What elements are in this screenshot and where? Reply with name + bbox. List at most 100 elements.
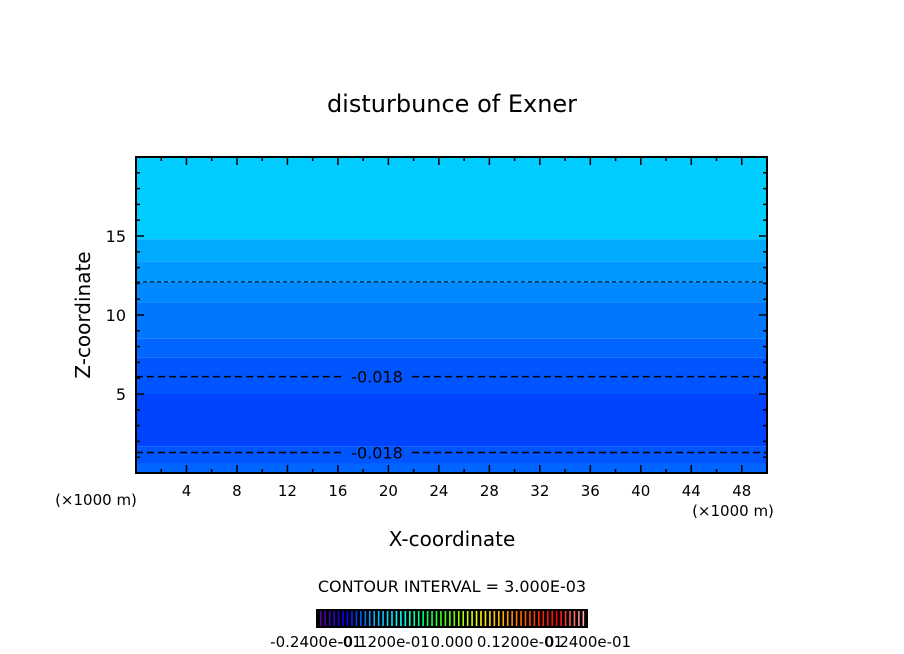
filled-band bbox=[136, 261, 767, 282]
colorbar-stripe bbox=[542, 611, 545, 626]
colorbar-stripe bbox=[466, 611, 469, 626]
colorbar-stripe bbox=[377, 611, 380, 626]
filled-band bbox=[136, 157, 767, 240]
x-tick-label: 32 bbox=[530, 482, 549, 500]
filled-band bbox=[136, 357, 767, 394]
y-axis-label: Z-coordinate bbox=[71, 251, 95, 378]
colorbar-stripe bbox=[413, 611, 416, 626]
colorbar-stripe bbox=[364, 611, 367, 626]
colorbar-label: 0.000 bbox=[431, 633, 474, 651]
colorbar-stripe bbox=[538, 611, 540, 626]
colorbar-stripe bbox=[360, 611, 362, 626]
colorbar-stripe bbox=[573, 611, 576, 626]
colorbar-stripe bbox=[320, 611, 322, 626]
colorbar-stripe bbox=[515, 611, 518, 626]
colorbar-stripe bbox=[324, 611, 327, 626]
x-axis-label: X-coordinate bbox=[389, 527, 516, 551]
x-tick-label: 36 bbox=[581, 482, 600, 500]
x-tick-label: 40 bbox=[631, 482, 650, 500]
x-tick-label: 4 bbox=[182, 482, 192, 500]
colorbar-stripe bbox=[551, 611, 553, 626]
colorbar-stripe bbox=[351, 611, 353, 626]
filled-band bbox=[136, 463, 767, 473]
colorbar-stripe bbox=[391, 611, 393, 626]
x-tick-label: 8 bbox=[232, 482, 242, 500]
filled-bands bbox=[136, 157, 767, 473]
colorbar-stripe bbox=[560, 611, 562, 626]
colorbar-stripe bbox=[346, 611, 349, 626]
contour-lines: -0.018 -0.018 bbox=[136, 281, 767, 462]
x-tick-label: 20 bbox=[379, 482, 398, 500]
colorbar-stripe bbox=[493, 611, 496, 626]
colorbar-stripe bbox=[569, 611, 571, 626]
x-tick-label: 48 bbox=[732, 482, 751, 500]
filled-band bbox=[136, 281, 767, 303]
filled-band bbox=[136, 302, 767, 339]
colorbar-stripe bbox=[337, 611, 340, 626]
colorbar-label: 0.2400e-01 bbox=[545, 633, 631, 651]
colorbar-stripes bbox=[320, 611, 585, 626]
x-tick-label: 24 bbox=[429, 482, 448, 500]
colorbar-stripe bbox=[426, 611, 429, 626]
colorbar-stripe bbox=[498, 611, 500, 626]
colorbar-stripe bbox=[511, 611, 513, 626]
colorbar-stripe bbox=[449, 611, 451, 626]
colorbar-stripe bbox=[431, 611, 433, 626]
colorbar-stripe bbox=[440, 611, 442, 626]
colorbar-stripe bbox=[564, 611, 567, 626]
colorbar-stripe bbox=[480, 611, 482, 626]
colorbar-stripe bbox=[524, 611, 527, 626]
colorbar-stripe bbox=[555, 611, 558, 626]
colorbar-stripe bbox=[409, 611, 411, 626]
contour-label: -0.018 bbox=[351, 443, 403, 462]
colorbar-stripe bbox=[400, 611, 402, 626]
colorbar-stripe bbox=[471, 611, 473, 626]
colorbar-stripe bbox=[422, 611, 424, 626]
x-unit-label-right: (×1000 m) bbox=[692, 502, 774, 520]
colorbar-label: 0.1200e-01 bbox=[477, 633, 563, 651]
colorbar-stripe bbox=[444, 611, 447, 626]
colorbar-labels: -0.2400e-01-0.1200e-01 0.000 0.1200e-010.2… bbox=[270, 633, 631, 651]
filled-band bbox=[136, 394, 767, 447]
colorbar-stripe bbox=[484, 611, 487, 626]
colorbar-stripe bbox=[333, 611, 335, 626]
colorbar-stripe bbox=[435, 611, 438, 626]
colorbar-stripe bbox=[457, 611, 460, 626]
colorbar-stripe bbox=[395, 611, 398, 626]
colorbar-stripe bbox=[342, 611, 344, 626]
colorbar-stripe bbox=[529, 611, 531, 626]
colorbar-stripe bbox=[368, 611, 371, 626]
colorbar-stripe bbox=[578, 611, 580, 626]
y-tick-label: 5 bbox=[116, 385, 126, 404]
colorbar-stripe bbox=[386, 611, 389, 626]
chart-title: disturbunce of Exner bbox=[327, 90, 577, 118]
x-tick-label: 12 bbox=[278, 482, 297, 500]
colorbar-stripe bbox=[546, 611, 549, 626]
colorbar-stripe bbox=[582, 611, 585, 626]
colorbar-label: -0.2400e-01 bbox=[270, 633, 362, 651]
colorbar-stripe bbox=[453, 611, 456, 626]
x-tick-label: 44 bbox=[682, 482, 701, 500]
contour-interval-text: CONTOUR INTERVAL = 3.000E-03 bbox=[318, 577, 586, 596]
colorbar-stripe bbox=[328, 611, 331, 626]
x-tick-label: 16 bbox=[328, 482, 347, 500]
colorbar-stripe bbox=[417, 611, 420, 626]
colorbar-stripe bbox=[520, 611, 522, 626]
x-tick-label: 28 bbox=[480, 482, 499, 500]
colorbar-stripe bbox=[502, 611, 505, 626]
x-unit-label-left: (×1000 m) bbox=[55, 491, 137, 509]
colorbar bbox=[316, 609, 588, 628]
y-tick-label: 15 bbox=[106, 227, 126, 246]
colorbar-stripe bbox=[533, 611, 536, 626]
colorbar-stripe bbox=[355, 611, 358, 626]
colorbar-stripe bbox=[506, 611, 509, 626]
colorbar-label: -0.1200e-01 bbox=[338, 633, 430, 651]
contour-label: -0.018 bbox=[351, 368, 403, 387]
y-tick-label: 10 bbox=[106, 306, 126, 325]
colorbar-stripe bbox=[475, 611, 478, 626]
colorbar-stripe bbox=[373, 611, 375, 626]
filled-band bbox=[136, 446, 767, 464]
filled-band bbox=[136, 338, 767, 358]
